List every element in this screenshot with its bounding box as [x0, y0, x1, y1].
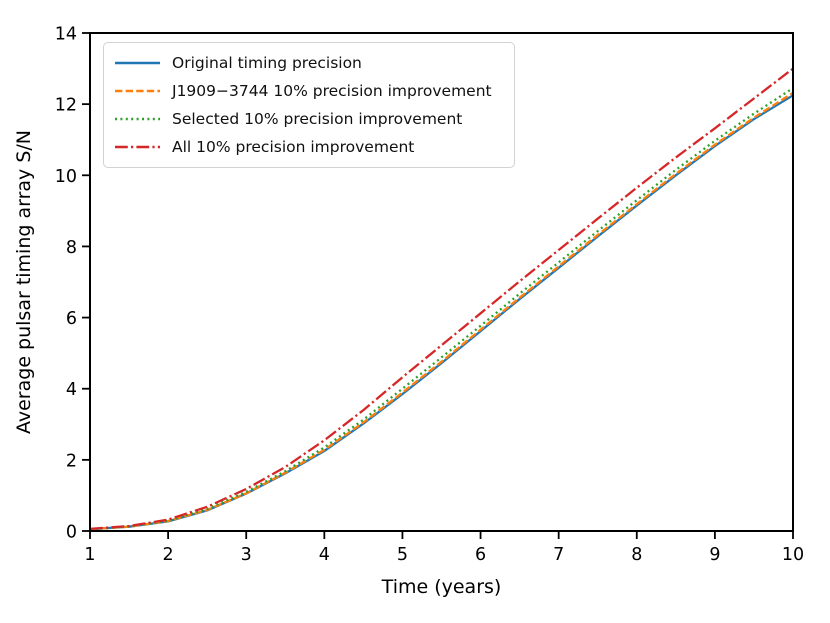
y-tick-label: 4	[66, 380, 77, 400]
y-tick-label: 14	[55, 25, 77, 45]
y-tick-label: 0	[66, 523, 77, 543]
legend-label: All 10% precision improvement	[172, 138, 415, 156]
y-axis-label: Average pulsar timing array S/N	[13, 130, 35, 434]
legend-line-dotted-icon	[115, 117, 160, 121]
legend: Original timing precision J1909−3744 10%…	[103, 42, 515, 168]
legend-label: J1909−3744 10% precision improvement	[172, 82, 492, 100]
x-tick-label: 7	[553, 545, 564, 565]
legend-item: All 10% precision improvement	[114, 136, 502, 158]
x-tick-label: 5	[397, 545, 408, 565]
legend-label: Original timing precision	[172, 54, 362, 72]
plot-border	[89, 32, 794, 532]
legend-label: Selected 10% precision improvement	[172, 110, 463, 128]
legend-item: Original timing precision	[114, 52, 502, 74]
series-line-2	[89, 87, 794, 531]
legend-line-solid-icon	[115, 61, 160, 65]
x-tick-label: 1	[84, 545, 95, 565]
x-tick-label: 10	[782, 545, 804, 565]
y-tick-label: 12	[55, 96, 77, 116]
y-tick-label: 2	[66, 451, 77, 471]
x-tick-label: 4	[319, 545, 330, 565]
x-tick-label: 8	[631, 545, 642, 565]
x-axis-label: Time (years)	[381, 576, 502, 598]
x-tick-label: 3	[241, 545, 252, 565]
x-tick-label: 9	[709, 545, 720, 565]
legend-line-dashdot-icon	[115, 145, 160, 149]
x-tick-label: 6	[475, 545, 486, 565]
legend-item: J1909−3744 10% precision improvement	[114, 80, 502, 102]
legend-line-dashed-icon	[115, 89, 160, 93]
y-tick-label: 8	[66, 238, 77, 258]
x-tick-label: 2	[163, 545, 174, 565]
y-tick-label: 6	[66, 309, 77, 329]
legend-item: Selected 10% precision improvement	[114, 108, 502, 130]
y-tick-label: 10	[55, 167, 77, 187]
